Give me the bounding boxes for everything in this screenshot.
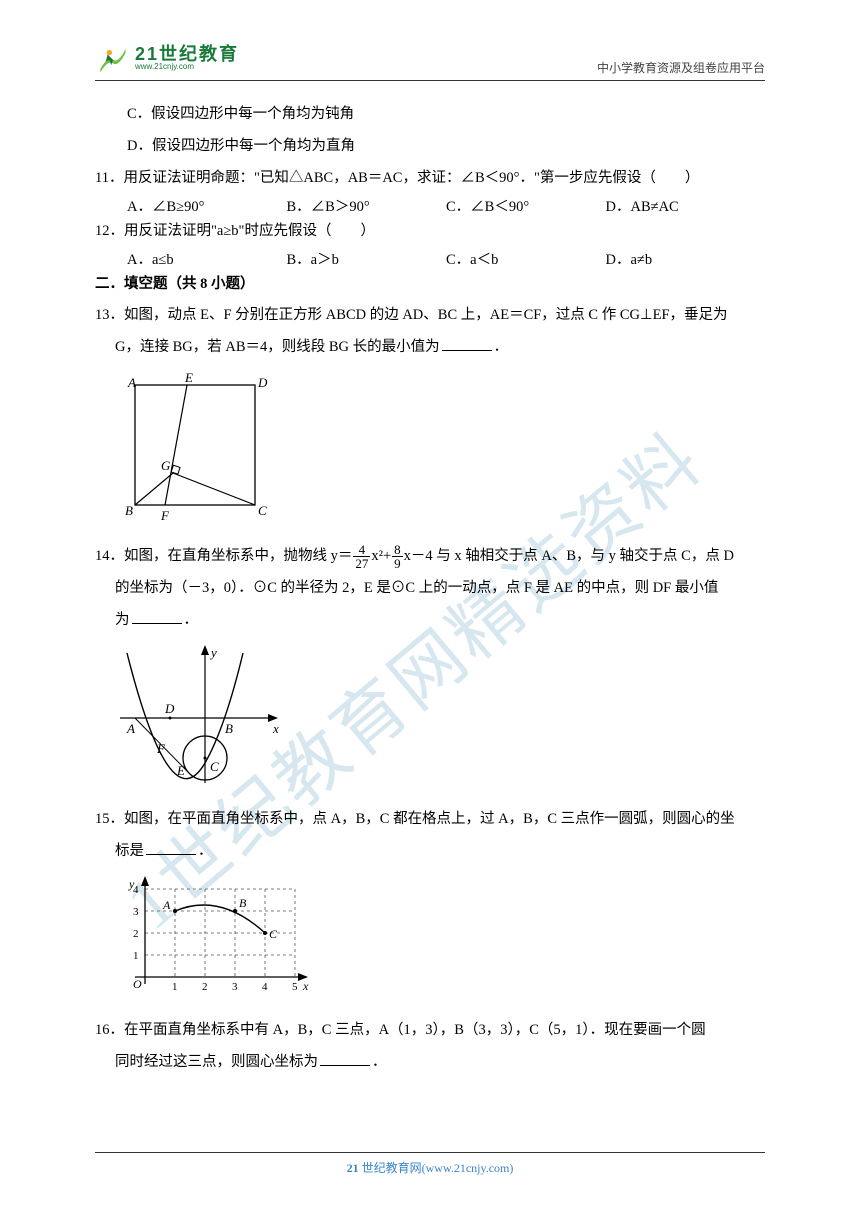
svg-text:C: C — [269, 927, 278, 941]
q15-line1: 15．如图，在平面直角坐标系中，点 A，B，C 都在格点上，过 A，B，C 三点… — [95, 804, 765, 836]
svg-text:F: F — [160, 508, 170, 523]
page-footer: 21 世纪教育网(www.21cnjy.com) — [0, 1152, 860, 1176]
figure-15: y x O A B C 1 2 3 4 5 1 2 3 4 — [115, 874, 315, 1004]
q15-l2-text: 标是 — [115, 843, 144, 859]
q16-l2-text: 同时经过这三点，则圆心坐标为 — [115, 1054, 318, 1070]
q15-blank — [146, 840, 196, 855]
q14-l3-text: 为 — [115, 612, 130, 628]
q12-opt-d: D．a≠b — [606, 248, 766, 269]
svg-text:D: D — [164, 701, 175, 716]
q12-stem: 12．用反证法证明"a≥b"时应先假设（ ） — [95, 216, 765, 248]
svg-text:C: C — [210, 759, 219, 774]
q13-line2: G，连接 BG，若 AB＝4，则线段 BG 长的最小值为 ． — [95, 332, 765, 364]
q14-l1-b: x²+ — [371, 548, 391, 564]
svg-text:A: A — [127, 375, 136, 390]
q16-line1: 16．在平面直角坐标系中有 A，B，C 三点，A（1，3），B（3，3），C（5… — [95, 1015, 765, 1047]
footer-text: 世纪教育网(www.21cnjy.com) — [359, 1161, 514, 1175]
svg-text:4: 4 — [133, 884, 139, 896]
q11-opt-a: A．∠B≥90° — [127, 195, 287, 216]
q14-line2: 的坐标为（－3，0）．⊙C 的半径为 2，E 是⊙C 上的一动点，点 F 是 A… — [95, 573, 765, 605]
q10-option-c: C．假设四边形中每一个角均为钝角 — [95, 99, 765, 131]
q11-opt-d: D．AB≠AC — [606, 195, 766, 216]
footer-divider — [95, 1152, 765, 1153]
header-subtitle: 中小学教育资源及组卷应用平台 — [597, 59, 765, 76]
q10-option-d: D．假设四边形中每一个角均为直角 — [95, 131, 765, 163]
svg-text:y: y — [209, 645, 217, 660]
q11-opt-b: B．∠B＞90° — [287, 195, 447, 216]
q14-l1-c: x－4 与 x 轴相交于点 A、B，与 y 轴交于点 C，点 D — [404, 548, 734, 564]
q12-opt-b: B．a＞b — [287, 248, 447, 269]
q15-line2: 标是 ． — [95, 836, 765, 868]
q14-frac2: 89 — [392, 543, 403, 571]
logo-cn-text: 21世纪教育 — [135, 45, 239, 63]
q14-line3: 为． — [95, 605, 765, 637]
svg-text:E: E — [176, 763, 185, 778]
logo-icon — [95, 40, 131, 76]
q11-options: A．∠B≥90° B．∠B＞90° C．∠B＜90° D．AB≠AC — [95, 195, 765, 216]
q12-opt-a: A．a≤b — [127, 248, 287, 269]
svg-text:C: C — [258, 503, 267, 518]
figure-13: A E D B F C G — [115, 370, 275, 530]
svg-text:5: 5 — [292, 981, 298, 993]
svg-text:x: x — [272, 721, 279, 736]
q14-line1: 14．如图，在直角坐标系中，抛物线 y＝427x²+89x－4 与 x 轴相交于… — [95, 541, 765, 573]
q13-line2-text: G，连接 BG，若 AB＝4，则线段 BG 长的最小值为 — [115, 339, 440, 355]
svg-text:A: A — [126, 721, 135, 736]
svg-text:3: 3 — [133, 906, 139, 918]
svg-text:2: 2 — [133, 928, 139, 940]
section-2-title: 二．填空题（共 8 小题） — [95, 269, 765, 301]
svg-text:B: B — [225, 721, 233, 736]
svg-text:3: 3 — [232, 981, 238, 993]
svg-text:2: 2 — [202, 981, 208, 993]
q14-l1-a: 14．如图，在直角坐标系中，抛物线 y＝ — [95, 548, 352, 564]
page-content: 21世纪教育 www.21cnjy.com 中小学教育资源及组卷应用平台 C．假… — [0, 0, 860, 1078]
svg-text:E: E — [184, 370, 193, 385]
q12-opt-c: C．a＜b — [446, 248, 606, 269]
q14-l3-end: ． — [184, 612, 199, 628]
q14-blank — [132, 610, 182, 625]
q13-line1: 13．如图，动点 E、F 分别在正方形 ABCD 的边 AD、BC 上，AE＝C… — [95, 300, 765, 332]
q16-line2: 同时经过这三点，则圆心坐标为 ． — [95, 1047, 765, 1079]
q15-l2-end: ． — [198, 843, 213, 859]
svg-text:B: B — [239, 896, 247, 910]
q12-options: A．a≤b B．a＞b C．a＜b D．a≠b — [95, 248, 765, 269]
svg-text:x: x — [302, 979, 309, 993]
q14-frac1: 427 — [353, 543, 370, 571]
svg-text:D: D — [257, 375, 268, 390]
svg-text:O: O — [133, 977, 142, 991]
svg-text:F: F — [156, 741, 166, 756]
svg-text:1: 1 — [172, 981, 178, 993]
svg-text:B: B — [125, 503, 133, 518]
q13-blank — [442, 337, 492, 352]
svg-text:G: G — [161, 458, 171, 473]
logo-en-text: www.21cnjy.com — [135, 63, 239, 71]
q11-stem: 11．用反证法证明命题："已知△ABC，AB＝AC，求证：∠B＜90°．"第一步… — [95, 163, 765, 195]
figure-14: y x A B C D E F — [115, 643, 285, 793]
footer-brand: 21 — [347, 1161, 359, 1175]
q13-line2-end: ． — [494, 339, 509, 355]
svg-text:A: A — [162, 898, 171, 912]
page-header: 21世纪教育 www.21cnjy.com 中小学教育资源及组卷应用平台 — [95, 40, 765, 81]
svg-text:1: 1 — [133, 950, 139, 962]
q16-blank — [320, 1051, 370, 1066]
logo-block: 21世纪教育 www.21cnjy.com — [95, 40, 239, 76]
svg-text:4: 4 — [262, 981, 268, 993]
q16-l2-end: ． — [372, 1054, 387, 1070]
q11-opt-c: C．∠B＜90° — [446, 195, 606, 216]
